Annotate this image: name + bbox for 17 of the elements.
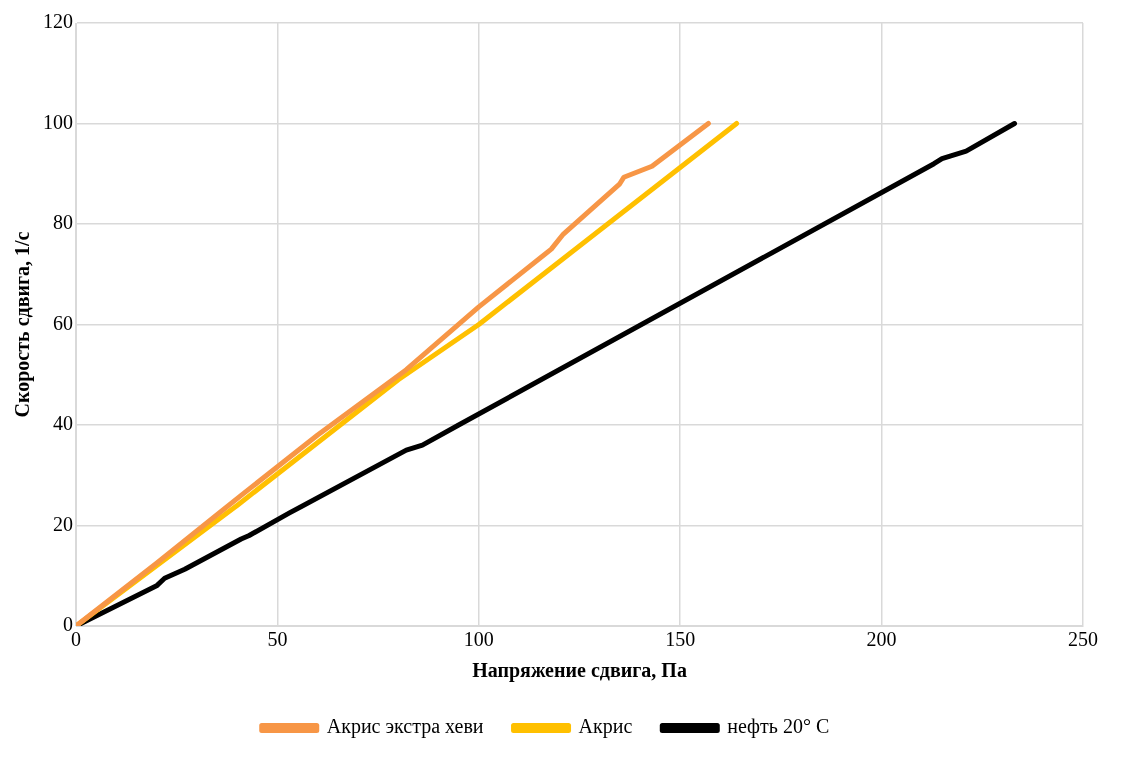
y-tick-label: 60 [53, 311, 73, 334]
y-tick-label: 40 [53, 412, 73, 435]
y-tick-label: 100 [43, 110, 73, 133]
y-tick-label: 120 [43, 10, 73, 33]
y-axis-title: Скорость сдвига, 1/с [11, 231, 35, 418]
legend-label: Акрис [578, 715, 633, 739]
y-tick-label: 20 [53, 512, 73, 535]
legend-label: нефть 20° С [727, 715, 830, 739]
x-tick-label: 100 [463, 628, 494, 651]
y-tick-label: 80 [53, 211, 73, 234]
x-tick-label: 150 [665, 628, 696, 651]
x-axis-title: Напряжение сдвига, Па [472, 659, 687, 683]
y-tick-label: 0 [63, 613, 73, 636]
legend-label: Акрис экстра хеви [326, 715, 484, 739]
x-tick-label: 50 [267, 628, 288, 651]
x-tick-label: 250 [1068, 628, 1098, 651]
x-tick-label: 200 [866, 628, 897, 651]
